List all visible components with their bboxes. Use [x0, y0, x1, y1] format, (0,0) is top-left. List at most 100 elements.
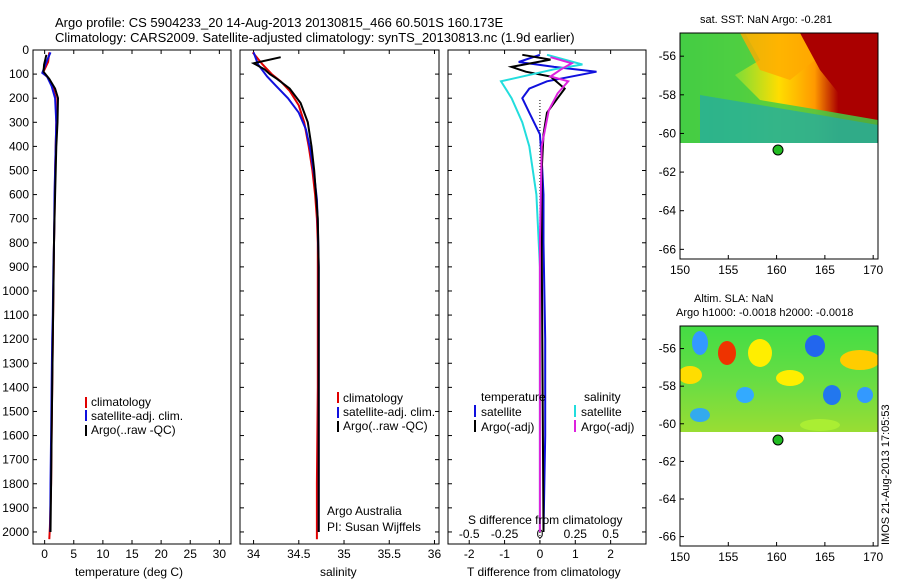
- salinity-legend-item-climatology: climatology: [343, 391, 403, 405]
- sst-map-title: sat. SST: NaN Argo: -0.281: [700, 14, 832, 26]
- difference-x-tick-label: 2: [607, 547, 614, 561]
- depth-tick-label: 1700: [2, 453, 29, 467]
- sst-map-lat-tick-label: -64: [659, 204, 677, 218]
- depth-tick-label: 800: [9, 236, 29, 250]
- sst-float-position-marker: [772, 144, 784, 156]
- temperature-legend: climatology satellite-adj. clim. Argo(..…: [85, 395, 183, 437]
- depth-tick-label: 200: [9, 91, 29, 105]
- sla-map-lon-tick-label: 150: [670, 550, 690, 564]
- depth-tick-label: 1600: [2, 429, 29, 443]
- salinity-x-tick-label: 35: [337, 547, 351, 561]
- difference-legend-temp-satellite: satellite: [481, 405, 522, 419]
- sst-map-axes: 150 155 160 165 170 -56 -58 -60 -62 -64 -66: [659, 49, 884, 277]
- difference-legend: temperature salinity satellite Argo(-adj…: [474, 390, 634, 434]
- depth-tick-label: 100: [9, 67, 29, 81]
- difference-x-tick-label: 0: [537, 547, 544, 561]
- temperature-legend-item-climatology: climatology: [91, 395, 151, 409]
- depth-tick-label: 1200: [2, 332, 29, 346]
- sla-map-lat-tick-label: -58: [659, 379, 677, 393]
- difference-panel: -2 -1 0 1 2 -0.5 -0.25 0 0.25 0.5 temperature sa…: [447, 49, 647, 579]
- depth-tick-label: 1100: [3, 308, 29, 322]
- salinity-annotation-line1: Argo Australia: [327, 504, 402, 518]
- sla-map-lat-tick-label: -66: [659, 530, 677, 544]
- salinity-x-axis: 34 34.5 35 35.5 36: [240, 49, 442, 561]
- depth-tick-label: 1000: [2, 284, 29, 298]
- depth-tick-label: 500: [9, 163, 29, 177]
- sla-map-lat-tick-label: -60: [659, 417, 677, 431]
- depth-tick-label: 1400: [2, 380, 29, 394]
- sla-map-title-line2: Argo h1000: -0.0018 h2000: -0.0018: [676, 307, 853, 319]
- temperature-panel: 0100200300400500600700800900100011001200…: [2, 43, 232, 579]
- difference-series-line-3: [538, 56, 575, 532]
- temperature-x-tick-label: 15: [125, 547, 139, 561]
- salinity-panel: 34 34.5 35 35.5 36 climatology satellite-adj…: [239, 49, 442, 579]
- temperature-x-tick-label: 5: [70, 547, 77, 561]
- temperature-x-tick-label: 10: [96, 547, 110, 561]
- salinity-x-label: salinity: [320, 565, 357, 579]
- sla-map-lon-tick-label: 160: [767, 550, 787, 564]
- sla-map-title-line1: Altim. SLA: NaN: [694, 293, 774, 305]
- salinity-legend-item-satellite: satellite-adj. clim.: [343, 405, 435, 419]
- temperature-y-axis: 0 100 200 300 400 500 600 700 800 900 1000 1100 1200…: [2, 43, 37, 539]
- sst-map-lat-tick-label: -60: [659, 126, 677, 140]
- difference-top-tick-label: -0.5: [459, 527, 480, 541]
- salinity-x-tick-label: 35.5: [378, 547, 402, 561]
- depth-tick-label: 2000: [2, 525, 29, 539]
- depth-tick-label: 1900: [2, 501, 29, 515]
- difference-series-line-1: [507, 53, 567, 533]
- difference-series-line-0: [518, 53, 597, 533]
- depth-tick-label: 400: [9, 139, 29, 153]
- sla-field: [680, 326, 878, 432]
- sst-map-lon-tick-label: 170: [863, 263, 883, 277]
- temperature-x-label: temperature (deg C): [75, 565, 183, 579]
- difference-x-axis: -2 -1 0 1 2: [448, 49, 646, 561]
- temperature-x-axis: 0 5 10 15 20 25 30: [41, 50, 226, 561]
- salinity-annotation-line2: PI: Susan Wijffels: [327, 520, 421, 534]
- depth-tick-label: 1500: [2, 404, 29, 418]
- temperature-x-tick-label: 0: [41, 547, 48, 561]
- depth-tick-label: 900: [9, 260, 29, 274]
- salinity-x-tick-label: 36: [428, 547, 442, 561]
- difference-top-tick-label: -0.25: [491, 527, 519, 541]
- difference-x-label: T difference from climatology: [467, 565, 621, 579]
- sst-map-lon-tick-label: 150: [670, 263, 690, 277]
- salinity-series: [250, 51, 320, 540]
- difference-legend-sal-argo: Argo(-adj): [581, 420, 634, 434]
- depth-tick-label: 0: [22, 43, 29, 57]
- sst-map-lat-tick-label: -58: [659, 88, 677, 102]
- temperature-x-tick-label: 20: [154, 547, 168, 561]
- sst-map-lon-tick-label: 155: [718, 263, 738, 277]
- difference-legend-salinity-header: salinity: [584, 390, 621, 404]
- salinity-x-tick-label: 34: [247, 547, 261, 561]
- difference-top-label: S difference from climatology: [468, 513, 623, 527]
- sla-map-lat-tick-label: -62: [659, 454, 677, 468]
- sst-map-lat-tick-label: -62: [659, 165, 677, 179]
- difference-top-tick-label: 0.25: [564, 527, 588, 541]
- difference-top-tick-label: 0.5: [602, 527, 619, 541]
- sla-map-axes: 150 155 160 165 170 -56 -58 -60 -62 -64 -66: [659, 342, 884, 564]
- temperature-x-tick-label: 25: [184, 547, 198, 561]
- sst-map-lon-tick-label: 165: [815, 263, 835, 277]
- depth-tick-label: 1300: [2, 356, 29, 370]
- sla-map-lon-tick-label: 165: [815, 550, 835, 564]
- difference-top-tick-label: 0: [537, 527, 544, 541]
- depth-tick-label: 1800: [2, 477, 29, 491]
- depth-tick-label: 700: [9, 212, 29, 226]
- salinity-x-tick-label: 34.5: [287, 547, 311, 561]
- temperature-x-tick-label: 30: [213, 547, 227, 561]
- depth-tick-label: 300: [9, 115, 29, 129]
- plot-title-line2: Climatology: CARS2009. Satellite-adjuste…: [55, 30, 575, 45]
- plot-title-line1: Argo profile: CS 5904233_20 14-Aug-2013 …: [55, 15, 504, 30]
- imos-timestamp-footer: IMOS 21-Aug-2013 17:05:53: [880, 404, 892, 545]
- sst-field: [680, 33, 878, 143]
- difference-legend-sal-satellite: satellite: [581, 405, 622, 419]
- sla-float-position-marker: [772, 434, 784, 446]
- salinity-series-line-2: [250, 56, 320, 532]
- temperature-series-line-2: [42, 54, 60, 533]
- sst-map-lat-tick-label: -56: [659, 49, 677, 63]
- temperature-legend-item-satellite: satellite-adj. clim.: [91, 409, 183, 423]
- difference-x-tick-label: -1: [499, 547, 510, 561]
- difference-legend-temp-argo: Argo(-adj): [481, 420, 534, 434]
- temperature-series: [41, 52, 60, 540]
